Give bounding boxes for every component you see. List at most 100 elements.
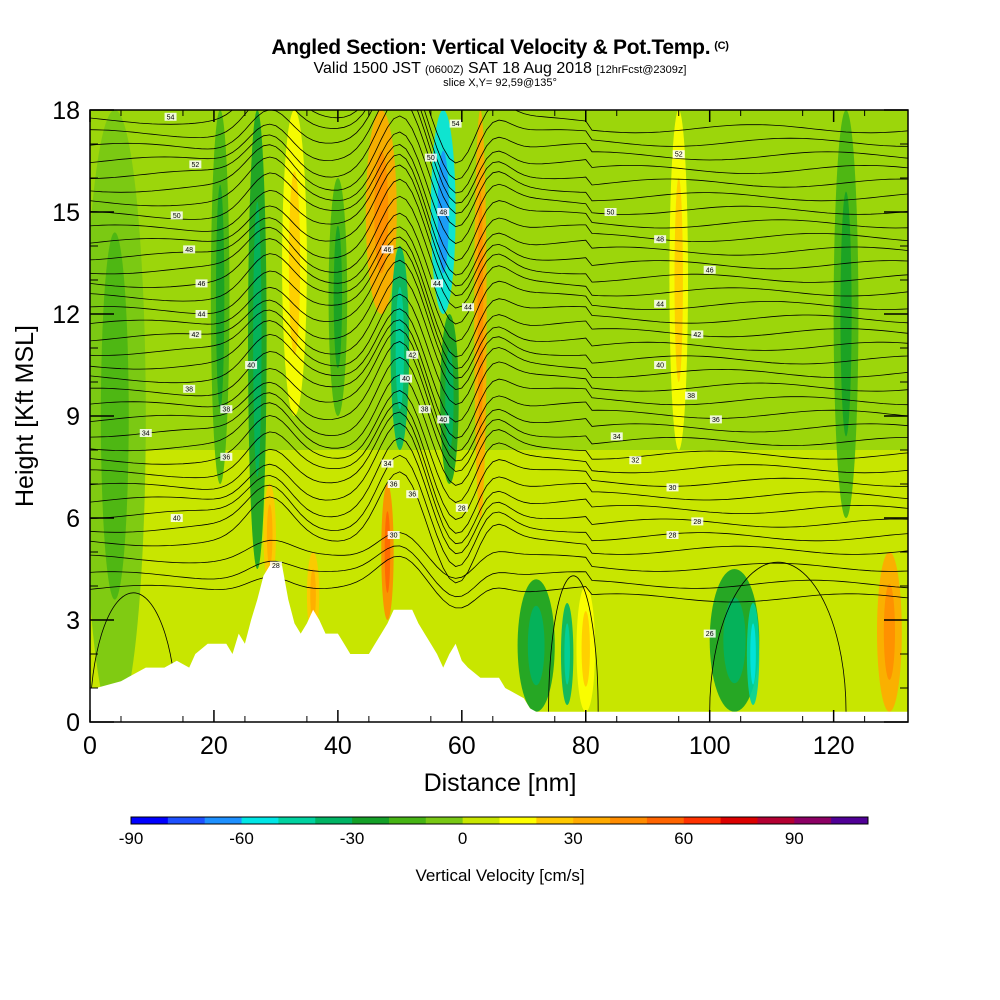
contour-label-bg: [245, 361, 258, 369]
terrain-profile: [90, 565, 908, 722]
x-tick-label: 20: [200, 732, 228, 760]
velocity-cell-core: [100, 232, 129, 600]
isentrope-line: [90, 110, 908, 164]
contour-label: 32: [631, 458, 639, 465]
isentrope-line: [90, 471, 908, 584]
isentrope-line: [90, 246, 908, 370]
colorbar-swatch: [720, 817, 758, 824]
colorbar-swatch: [831, 817, 869, 824]
isentrope-line: [90, 110, 908, 214]
contour-labels: 40 34 36 38 38 40 42 44 46 48 50 52 54 34 36 36 30 28 40 42…: [139, 112, 722, 638]
contour-label: 38: [185, 386, 193, 393]
velocity-cell-core: [445, 348, 454, 450]
y-tick-label: 6: [66, 505, 80, 533]
contour-label-bg: [654, 299, 667, 308]
contour-label: 34: [384, 461, 392, 468]
contour-label-bg: [381, 459, 394, 468]
x-tick-label: 40: [324, 732, 352, 760]
contour-label-bg: [418, 405, 431, 414]
velocity-cell-core: [674, 178, 683, 382]
contour-label-bg: [691, 517, 704, 526]
contour-label-bg: [629, 456, 642, 465]
contour-label-bg: [424, 153, 437, 162]
contour-label: 40: [402, 376, 410, 383]
isentrope-line: [90, 329, 908, 452]
x-tick-label: 60: [448, 732, 476, 760]
contour-label: 42: [191, 332, 199, 339]
colorbar-swatch: [536, 817, 574, 824]
velocity-cell-core: [581, 611, 590, 687]
contour-label-bg: [195, 279, 208, 288]
contour-label-bg: [654, 235, 667, 244]
isentrope-line: [90, 437, 908, 555]
contour-label: 40: [439, 417, 447, 424]
contour-label-bg: [269, 561, 282, 570]
contour-label-bg: [387, 480, 400, 488]
contour-label: 50: [173, 213, 181, 220]
colorbar-swatch: [278, 817, 316, 824]
contour-label: 30: [390, 533, 398, 540]
colorbar-tick-label: -60: [229, 829, 254, 848]
contour-label: 36: [222, 454, 230, 461]
velocity-cell-core: [723, 597, 746, 684]
contour-label: 38: [222, 407, 230, 414]
isentrope-line: [90, 110, 908, 204]
y-tick-label: 12: [52, 301, 80, 329]
isentrope-line: [90, 276, 908, 391]
contour-label: 30: [669, 485, 677, 492]
chart-title-tag: (C): [714, 40, 729, 52]
velocity-cell-core: [883, 583, 895, 680]
contour-label-bg: [195, 310, 208, 318]
x-tick-label: 0: [83, 732, 97, 760]
velocity-cell-core: [333, 225, 343, 369]
contour-label: 54: [452, 121, 460, 128]
contour-label-bg: [685, 391, 698, 400]
isentrope-line: [90, 555, 908, 609]
colorbar-tick-label: 0: [458, 829, 467, 848]
contour-label: 40: [247, 363, 255, 370]
contour-label: 34: [613, 434, 621, 441]
isentrope-line: [90, 454, 908, 567]
contour-label: 38: [421, 407, 429, 414]
contour-label-bg: [220, 405, 233, 414]
colorbar-swatch: [683, 817, 722, 824]
colorbar-swatch: [462, 817, 500, 824]
contour-label: 46: [384, 247, 392, 254]
colorbar-swatch: [425, 817, 464, 824]
isentrope-line: [90, 319, 908, 439]
contour-label-bg: [703, 629, 716, 638]
contour-label-bg: [170, 211, 183, 220]
contour-label: 28: [669, 533, 677, 540]
colorbar-swatch: [131, 817, 169, 824]
y-tick-label: 15: [52, 199, 80, 227]
isentrope-line: [90, 195, 908, 309]
colorbar-tick-label: -30: [340, 829, 365, 848]
isentrope-line: [90, 110, 908, 181]
isentrope-line: [90, 115, 908, 228]
valid-time-zulu: (0600Z): [425, 64, 464, 76]
colorbar: -90 -60 -30 0 30 60 90: [119, 816, 869, 848]
contour-label: 54: [167, 114, 175, 121]
contour-label-bg: [139, 429, 152, 437]
contour-label-bg: [183, 245, 196, 254]
velocity-cell-core: [477, 191, 484, 437]
isentrope-line: [90, 411, 908, 534]
y-axis-label: Height [Kft MSL]: [11, 325, 39, 507]
isentrope-line: [90, 422, 908, 545]
contour-label-bg: [381, 245, 394, 254]
contour-label-bg: [437, 415, 450, 424]
contour-label: 44: [656, 301, 664, 308]
contour-label: 48: [185, 247, 193, 254]
contour-label-bg: [189, 160, 202, 169]
contour-label-bg: [604, 208, 617, 216]
contour-label-bg: [164, 112, 177, 121]
contour-label-bg: [654, 361, 667, 369]
isentrope-line: [90, 212, 908, 325]
contour-label: 40: [173, 516, 181, 523]
contour-label-bg: [437, 208, 450, 216]
contour-label-bg: [431, 279, 444, 288]
colorbar-swatch: [573, 817, 611, 824]
colorbar-outline: [130, 816, 869, 825]
isentrope-line: [90, 401, 908, 520]
